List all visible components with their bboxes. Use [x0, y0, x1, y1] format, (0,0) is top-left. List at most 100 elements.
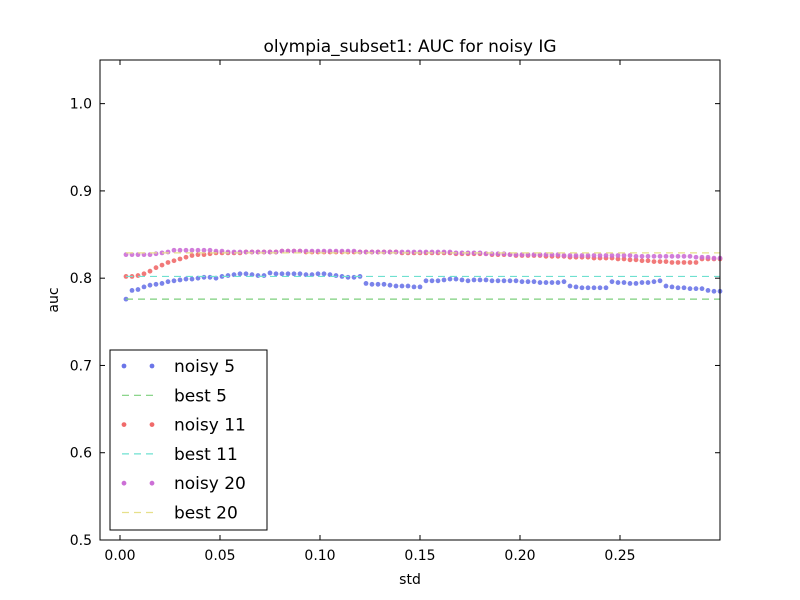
data-point — [675, 285, 681, 291]
data-point — [627, 257, 633, 263]
data-point — [633, 281, 639, 286]
series-noisy-5 — [123, 270, 723, 302]
data-point — [573, 284, 579, 290]
data-point — [627, 281, 633, 286]
legend-label: best 5 — [174, 386, 227, 406]
data-point — [687, 260, 693, 265]
data-point — [561, 279, 567, 285]
data-point — [153, 281, 159, 287]
data-point — [369, 281, 375, 287]
data-point — [477, 277, 483, 283]
data-point — [297, 271, 303, 277]
data-point — [225, 249, 231, 255]
data-point — [639, 258, 645, 264]
legend-swatch — [149, 422, 155, 427]
data-point — [435, 278, 441, 284]
data-point — [249, 249, 255, 255]
data-point — [183, 247, 189, 253]
x-axis-label: std — [399, 572, 421, 588]
data-point — [603, 253, 609, 258]
data-point — [261, 249, 267, 255]
data-point — [435, 249, 441, 255]
x-tick-label: 0.05 — [204, 548, 235, 564]
data-point — [135, 273, 141, 278]
data-point — [153, 251, 159, 257]
legend-label: noisy 5 — [174, 357, 235, 377]
data-point — [255, 273, 261, 278]
data-point — [381, 249, 387, 255]
data-point — [651, 279, 657, 285]
data-point — [405, 249, 411, 255]
data-point — [351, 274, 357, 280]
data-point — [489, 278, 495, 284]
data-point — [369, 249, 375, 255]
data-point — [663, 253, 669, 259]
legend-box — [109, 349, 268, 531]
data-point — [585, 253, 591, 258]
data-point — [345, 274, 351, 280]
data-point — [501, 278, 507, 284]
data-point — [699, 254, 705, 260]
data-point — [507, 278, 513, 284]
data-point — [519, 279, 525, 285]
data-point — [441, 249, 447, 255]
data-point — [531, 279, 537, 285]
data-point — [417, 249, 423, 255]
data-point — [393, 249, 399, 255]
data-point — [201, 274, 207, 280]
data-point — [399, 283, 405, 289]
data-point — [465, 278, 471, 284]
data-point — [567, 253, 573, 258]
data-point — [561, 253, 567, 258]
legend-item-noisy-20: noisy 20 — [121, 474, 246, 494]
data-point — [429, 278, 435, 284]
data-point — [441, 277, 447, 283]
data-point — [411, 284, 417, 290]
legend-label: best 11 — [174, 445, 238, 465]
legend-swatch — [121, 480, 127, 486]
y-axis-label: auc — [46, 287, 62, 312]
data-point — [645, 258, 651, 264]
data-point — [705, 254, 711, 260]
data-point — [675, 253, 681, 259]
data-point — [663, 259, 669, 264]
data-point — [687, 286, 693, 292]
data-point — [129, 288, 135, 293]
legend-swatch — [149, 480, 155, 486]
legend-item-noisy-11: noisy 11 — [121, 416, 246, 436]
data-point — [705, 288, 711, 293]
y-tick-label: 0.7 — [70, 358, 92, 374]
x-tick-label: 0.20 — [504, 548, 535, 564]
data-point — [273, 249, 279, 255]
data-point — [621, 256, 627, 262]
data-point — [621, 253, 627, 258]
data-point — [579, 285, 585, 291]
data-point — [141, 284, 147, 290]
data-point — [423, 249, 429, 255]
data-point — [597, 285, 603, 291]
legend-item-best-5: best 5 — [122, 386, 227, 406]
data-point — [693, 260, 699, 265]
data-point — [375, 281, 381, 287]
data-point — [381, 281, 387, 287]
data-point — [579, 253, 585, 258]
data-point — [393, 283, 399, 289]
data-point — [633, 253, 639, 259]
legend-label: noisy 20 — [174, 474, 246, 494]
x-tick-label: 0.15 — [404, 548, 435, 564]
data-point — [237, 249, 243, 255]
data-point — [189, 276, 195, 282]
data-point — [537, 280, 543, 285]
data-point — [585, 285, 591, 291]
data-point — [147, 268, 153, 274]
data-point — [387, 249, 393, 255]
data-point — [135, 287, 141, 292]
data-point — [363, 281, 369, 286]
x-tick-label: 0.10 — [304, 548, 335, 564]
data-point — [333, 273, 339, 278]
data-point — [651, 259, 657, 264]
data-point — [573, 253, 579, 258]
data-point — [669, 284, 675, 290]
data-point — [243, 249, 249, 255]
data-point — [177, 247, 183, 253]
